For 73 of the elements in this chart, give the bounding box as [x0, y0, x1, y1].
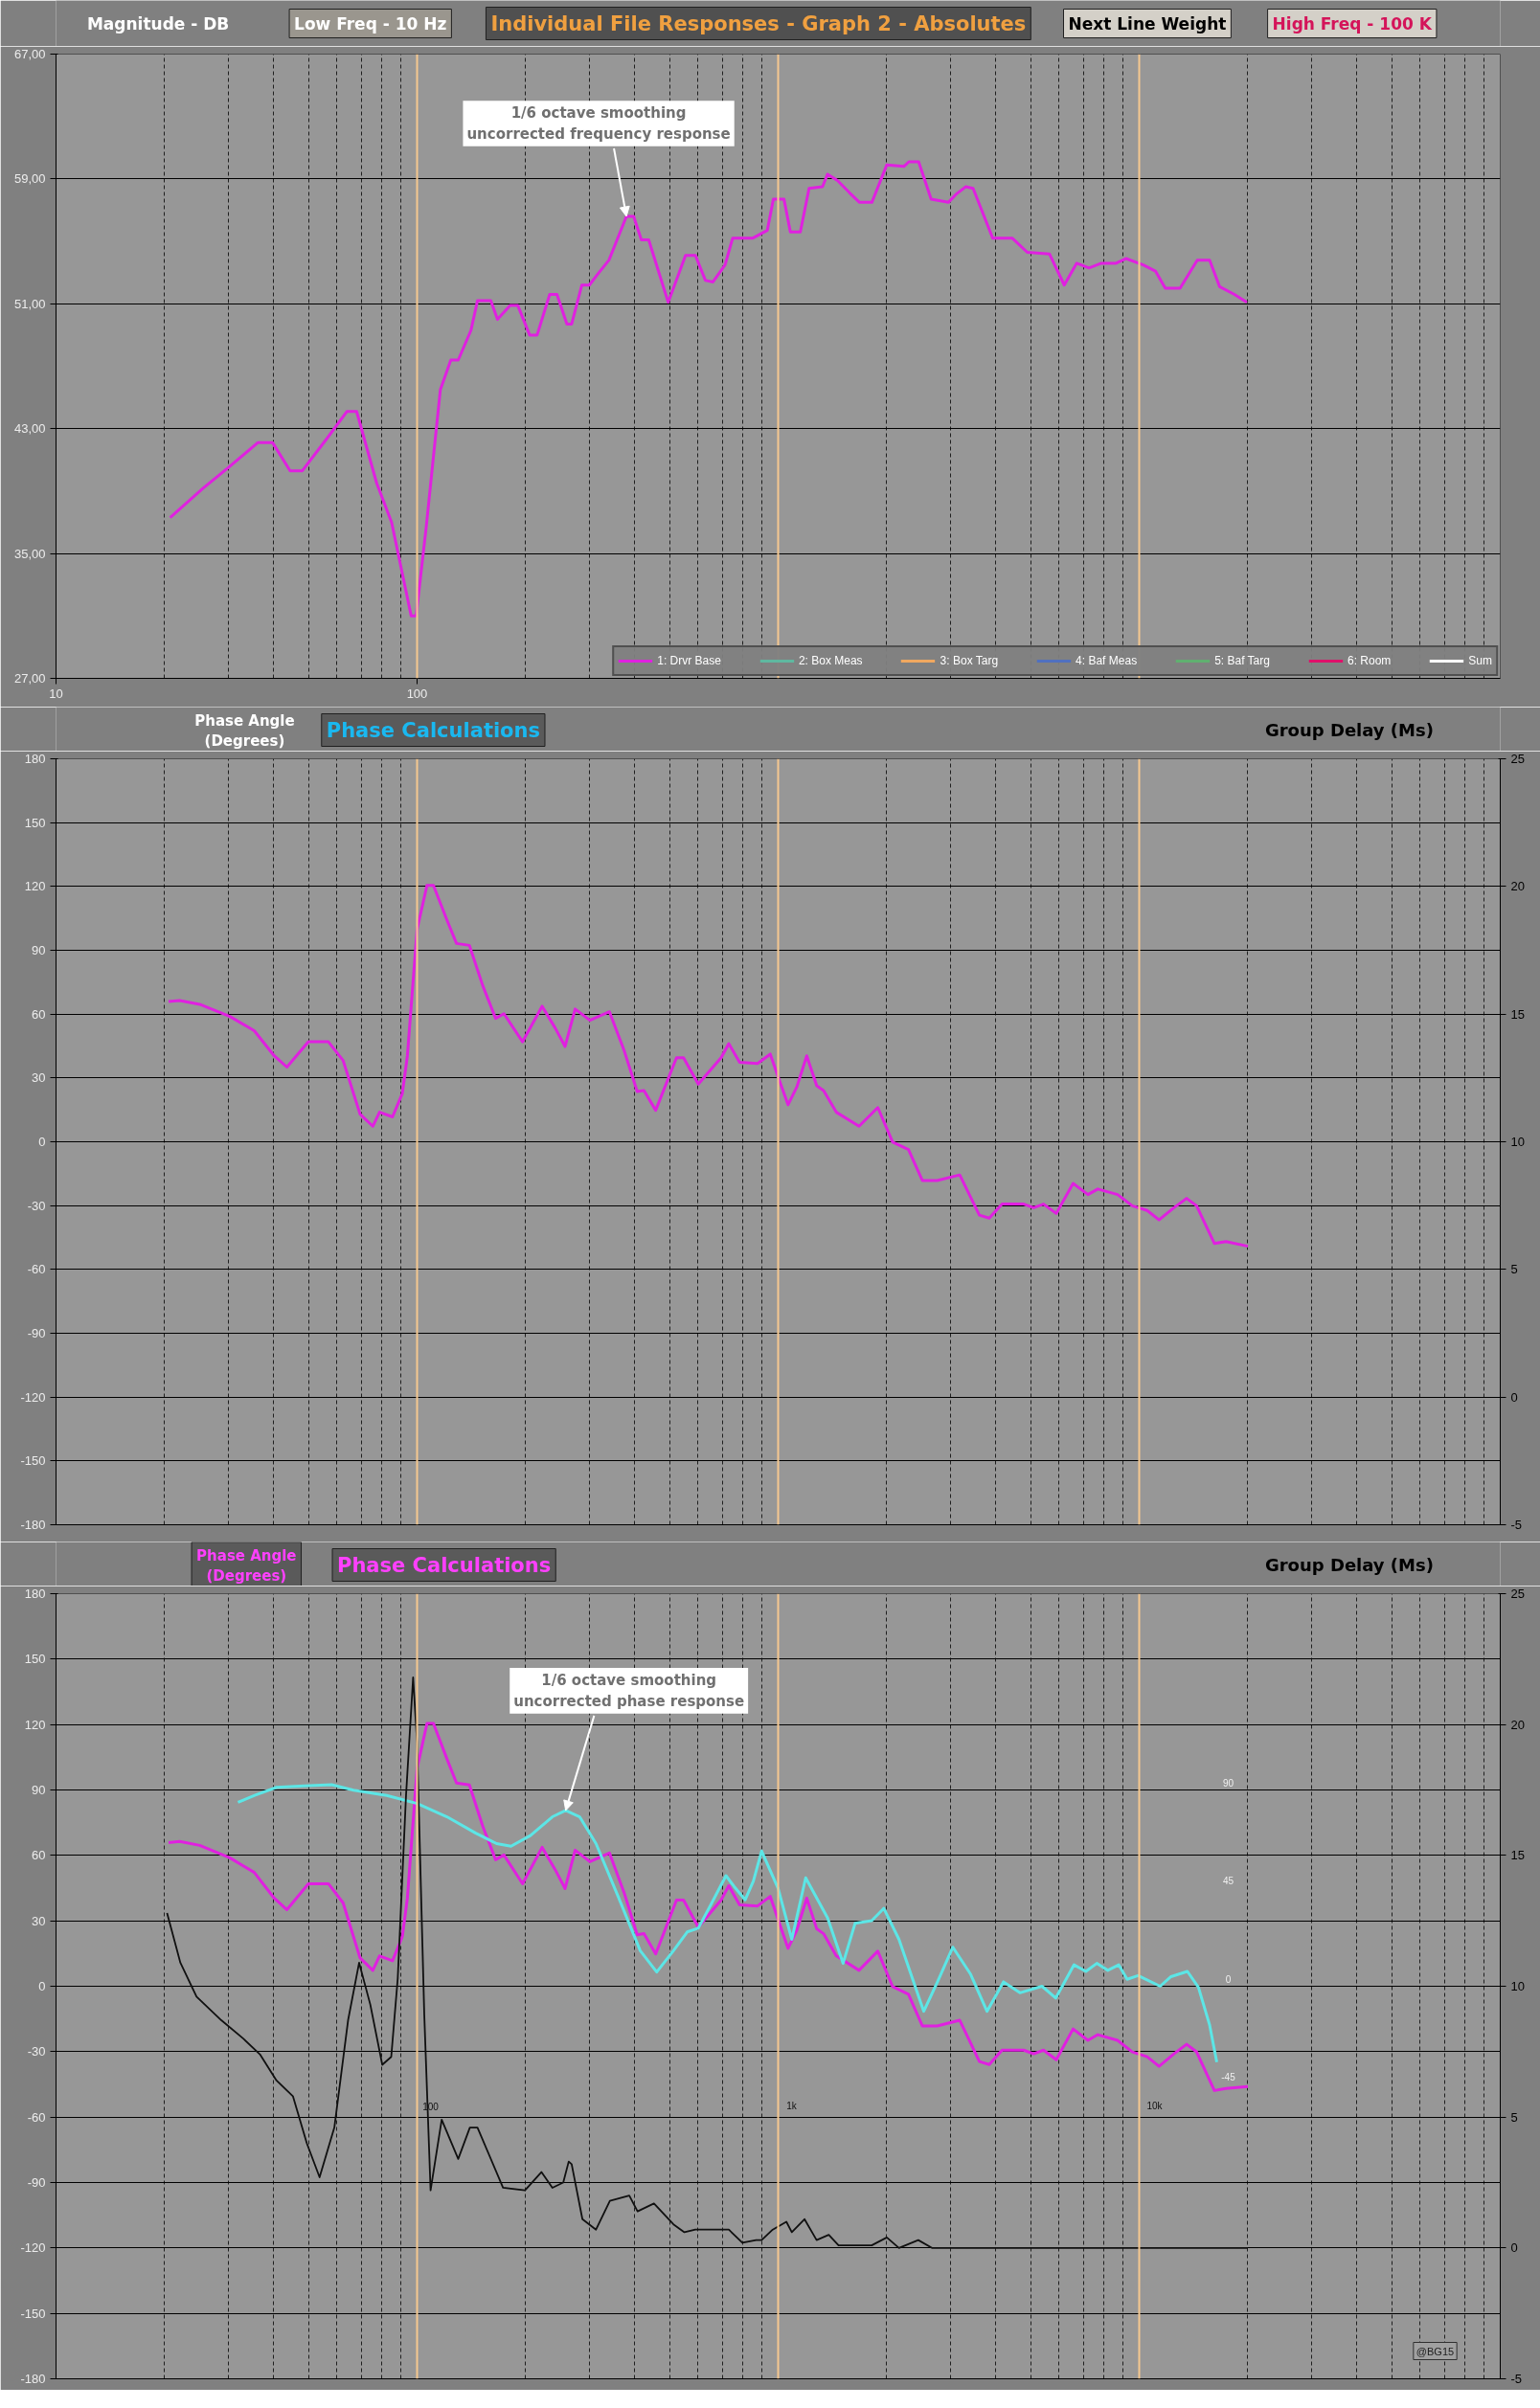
y2-tick-label: 5	[1510, 1262, 1518, 1277]
y-axis-title: Magnitude - DB	[86, 13, 230, 34]
legend-label: 3: Box Targ	[940, 654, 999, 667]
annotation: -45	[1221, 2071, 1236, 2082]
y-tick-label: 30	[32, 1070, 46, 1086]
text: Next Line Weight	[1068, 13, 1227, 34]
y-tick-label: -180	[20, 1518, 46, 1532]
y2-tick-label: 25	[1510, 752, 1525, 766]
y-tick-label: -30	[27, 1198, 46, 1213]
y2-tick-label: 0	[1510, 1389, 1518, 1405]
legend-label: 6: Room	[1347, 654, 1392, 667]
y-tick-label: 43,00	[13, 421, 46, 437]
text: High Freq - 100 K	[1272, 13, 1433, 34]
y-tick-label: 120	[24, 879, 46, 894]
y-tick-label: 90	[32, 1783, 46, 1797]
y2-tick-label: 20	[1510, 1717, 1525, 1732]
chart-title: Phase Calculations	[326, 718, 540, 742]
y-tick-label: 35,00	[13, 546, 46, 561]
y-tick-label: -90	[27, 1326, 46, 1340]
legend-label: 5: Baf Targ	[1214, 654, 1270, 667]
annotation: 10k	[1146, 2101, 1164, 2111]
y2-tick-label: 10	[1510, 1135, 1525, 1149]
annotation: 0	[1225, 1973, 1232, 1985]
y2-tick-label: -5	[1510, 2372, 1523, 2386]
legend-label: 1: Drvr Base	[657, 654, 721, 667]
y-tick-label: 150	[24, 1652, 46, 1667]
y-tick-label: -150	[20, 2306, 46, 2321]
annotation: 90	[1222, 1777, 1234, 1789]
y-tick-label: 27,00	[13, 671, 46, 686]
y2-axis-title: Group Delay (Ms)	[1264, 720, 1434, 740]
y2-axis-title: Group Delay (Ms)	[1264, 1555, 1434, 1575]
legend-label: Sum	[1468, 654, 1492, 667]
y-tick-label: 30	[32, 1913, 46, 1928]
y2-tick-label: 15	[1510, 1006, 1525, 1022]
y-tick-label: 60	[32, 1006, 46, 1022]
y-tick-label: -60	[27, 1262, 46, 1277]
y-tick-label: -120	[20, 2240, 46, 2256]
y-axis-title: Phase Angle (Degrees)	[194, 711, 295, 751]
annotation: 45	[1222, 1875, 1234, 1886]
y2-tick-label: 25	[1510, 1587, 1525, 1601]
y-tick-label: 150	[24, 815, 46, 830]
y-tick-label: 51,00	[13, 296, 46, 311]
legend-label: 4: Baf Meas	[1076, 654, 1138, 667]
text: Low Freq - 10 Hz	[294, 13, 447, 34]
y-tick-label: 90	[32, 943, 46, 957]
legend-label: 2: Box Meas	[798, 654, 863, 667]
y-tick-label: -90	[27, 2175, 46, 2190]
y-tick-label: 180	[24, 1587, 46, 1601]
y2-tick-label: -5	[1510, 1518, 1523, 1532]
y-tick-label: 0	[38, 1979, 46, 1993]
y2-tick-label: 5	[1510, 2109, 1518, 2125]
y-axis-title: Phase Angle (Degrees)	[196, 1546, 297, 1586]
y-tick-label: -150	[20, 1453, 46, 1469]
annotation: 1/6 octave smoothing uncorrected frequency response	[466, 104, 731, 143]
y-tick-label: 120	[24, 1717, 46, 1732]
chart-title: Phase Calculations	[337, 1553, 552, 1577]
y-tick-label: 67,00	[13, 47, 46, 61]
annotation: @BG15	[1415, 2345, 1455, 2357]
chart-title: Individual File Responses - Graph 2 - Absolutes	[490, 11, 1027, 35]
annotation: 1/6 octave smoothing uncorrected phase response	[513, 1672, 745, 1710]
y-tick-label: -30	[27, 2044, 46, 2059]
y-tick-label: -60	[27, 2109, 46, 2125]
y2-tick-label: 0	[1510, 2240, 1518, 2256]
y-tick-label: 180	[24, 752, 46, 766]
y2-tick-label: 10	[1510, 1979, 1525, 1993]
y-tick-label: 60	[32, 1848, 46, 1863]
y-tick-label: -180	[20, 2372, 46, 2386]
y2-tick-label: 15	[1510, 1848, 1525, 1863]
annotation: 1k	[786, 2101, 798, 2111]
y-tick-label: -120	[20, 1389, 46, 1405]
y2-tick-label: 20	[1510, 879, 1525, 894]
y-tick-label: 59,00	[13, 171, 46, 187]
y-tick-label: 0	[38, 1135, 46, 1149]
